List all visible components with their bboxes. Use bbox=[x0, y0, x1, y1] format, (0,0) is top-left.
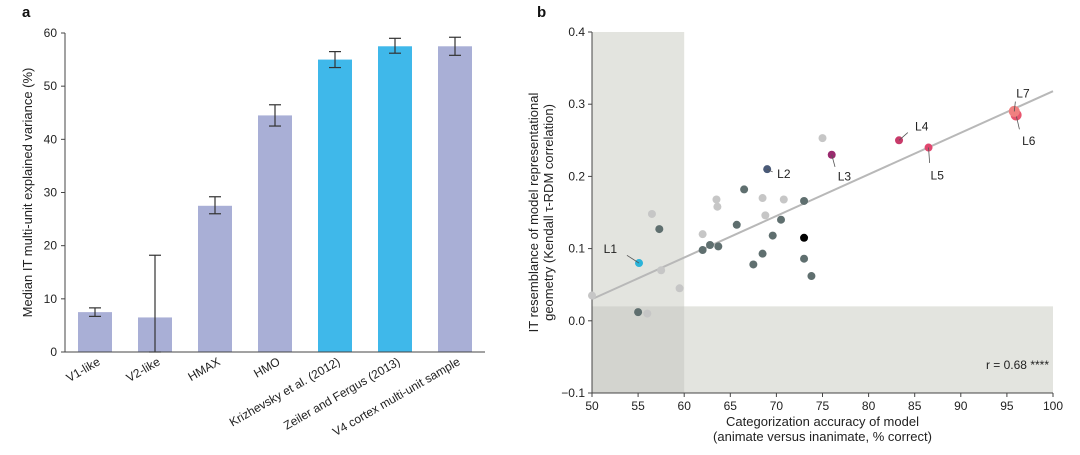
scatter-point bbox=[732, 220, 741, 229]
scatter-point bbox=[800, 233, 809, 242]
panel-b-x-tick-label: 75 bbox=[816, 399, 830, 413]
scatter-point bbox=[807, 272, 816, 281]
scatter-point bbox=[698, 246, 707, 255]
panel-b-x-tick-label: 95 bbox=[1000, 399, 1014, 413]
point-label: L5 bbox=[931, 169, 945, 183]
scatter-point bbox=[740, 185, 749, 194]
scatter-point bbox=[818, 134, 827, 143]
scatter-point bbox=[643, 309, 652, 318]
bar bbox=[198, 205, 232, 352]
scatter-point bbox=[675, 284, 684, 293]
panel-a-y-tick-label: 30 bbox=[44, 186, 58, 200]
panel-a-label: a bbox=[22, 4, 31, 21]
bar bbox=[438, 46, 472, 353]
scatter-point bbox=[761, 211, 770, 220]
correlation-annotation: r = 0.68 **** bbox=[986, 358, 1049, 372]
bar bbox=[318, 59, 352, 352]
panel-a-y-axis-label: Median IT multi-unit explained variance … bbox=[20, 68, 35, 318]
point-label: L2 bbox=[777, 167, 791, 181]
scatter-point bbox=[634, 308, 643, 317]
scatter-point bbox=[655, 225, 664, 234]
panel-a-x-tick-label: HMO bbox=[251, 354, 282, 380]
point-leader-line bbox=[626, 255, 640, 264]
panel-b-x-tick-label: 65 bbox=[724, 399, 738, 413]
scatter-point bbox=[647, 209, 656, 218]
panel-b-y-tick-label: −0.1 bbox=[561, 386, 585, 400]
panel-a-y-tick-label: 40 bbox=[44, 132, 58, 146]
panel-a-chart: a 0 10 20 30 40 50 60 Median IT multi-unit expla… bbox=[20, 4, 485, 439]
fit-line bbox=[591, 90, 1054, 301]
scatter-point bbox=[712, 195, 721, 204]
point-label: L4 bbox=[915, 119, 929, 133]
panel-b-x-tick-label: 55 bbox=[631, 399, 645, 413]
panel-b-y-tick-label: 0.1 bbox=[568, 242, 585, 256]
panel-b-x-tick-label: 100 bbox=[1043, 399, 1063, 413]
panel-a-y-tick-label: 50 bbox=[44, 79, 58, 93]
panel-b-y-tick-label: 0.4 bbox=[568, 25, 585, 39]
scatter-point bbox=[768, 231, 777, 240]
scatter-point bbox=[698, 230, 707, 239]
shade-overlap bbox=[592, 306, 685, 393]
panel-b-x-axis-label-line2: (animate versus inanimate, % correct) bbox=[713, 429, 932, 444]
panel-b-y-axis-label: IT resemblance of model representational bbox=[526, 93, 541, 333]
point-leader-line bbox=[831, 154, 836, 167]
point-label: L7 bbox=[1016, 86, 1030, 100]
scatter-point bbox=[800, 196, 809, 205]
bar bbox=[258, 115, 292, 353]
point-leader-line bbox=[1013, 101, 1016, 112]
panel-b-y-tick-label: 0.0 bbox=[568, 314, 585, 328]
scatter-point bbox=[779, 195, 788, 204]
panel-a-y-tick-label: 20 bbox=[44, 239, 58, 253]
panel-a-y-tick-label: 60 bbox=[44, 26, 58, 40]
panel-b-x-tick-label: 80 bbox=[862, 399, 876, 413]
scatter-point bbox=[588, 291, 596, 300]
panel-a-y-tick-label: 10 bbox=[44, 292, 58, 306]
panel-a-y-tick-label: 0 bbox=[50, 345, 57, 359]
point-leader-line bbox=[898, 132, 909, 141]
panel-b-y-axis-label-line2: geometry (Kendall τ-RDM correlation) bbox=[541, 104, 556, 321]
panel-b-x-tick-label: 85 bbox=[908, 399, 922, 413]
bar bbox=[378, 46, 412, 353]
panel-a-x-tick-label: V1-like bbox=[64, 354, 103, 385]
scatter-point bbox=[714, 242, 723, 251]
point-label: L1 bbox=[604, 242, 618, 256]
point-leader-line bbox=[1015, 114, 1020, 130]
panel-a-x-tick-label: V2-like bbox=[124, 354, 163, 385]
scatter-point bbox=[706, 240, 715, 249]
scatter-point bbox=[758, 249, 767, 258]
panel-b-x-tick-label: 60 bbox=[678, 399, 692, 413]
panel-b-x-tick-label: 70 bbox=[770, 399, 784, 413]
scatter-point bbox=[777, 215, 786, 224]
panel-b-x-axis-label: Categorization accuracy of model bbox=[726, 414, 919, 429]
point-label: L6 bbox=[1022, 134, 1036, 148]
panel-b-x-tick-label: 90 bbox=[954, 399, 968, 413]
panel-b-x-tick-label: 50 bbox=[585, 399, 599, 413]
scatter-point bbox=[713, 202, 722, 211]
bar bbox=[78, 312, 112, 352]
scatter-point bbox=[657, 266, 666, 275]
panel-b-chart: b −0.1 0.0 0.1 0.2 0.3 0.4 50 55 60 65 70 75 80 85 90 95… bbox=[526, 4, 1063, 444]
point-label: L3 bbox=[838, 170, 852, 184]
panel-b-y-tick-label: 0.2 bbox=[568, 169, 585, 183]
point-leader-line bbox=[767, 168, 773, 173]
scatter-point bbox=[800, 254, 809, 263]
scatter-point bbox=[749, 260, 758, 269]
panel-b-y-tick-label: 0.3 bbox=[568, 97, 585, 111]
panel-a-x-tick-label: HMAX bbox=[185, 354, 222, 383]
panel-b-label: b bbox=[537, 4, 546, 21]
scatter-point bbox=[758, 194, 767, 203]
point-leader-line bbox=[928, 147, 931, 163]
